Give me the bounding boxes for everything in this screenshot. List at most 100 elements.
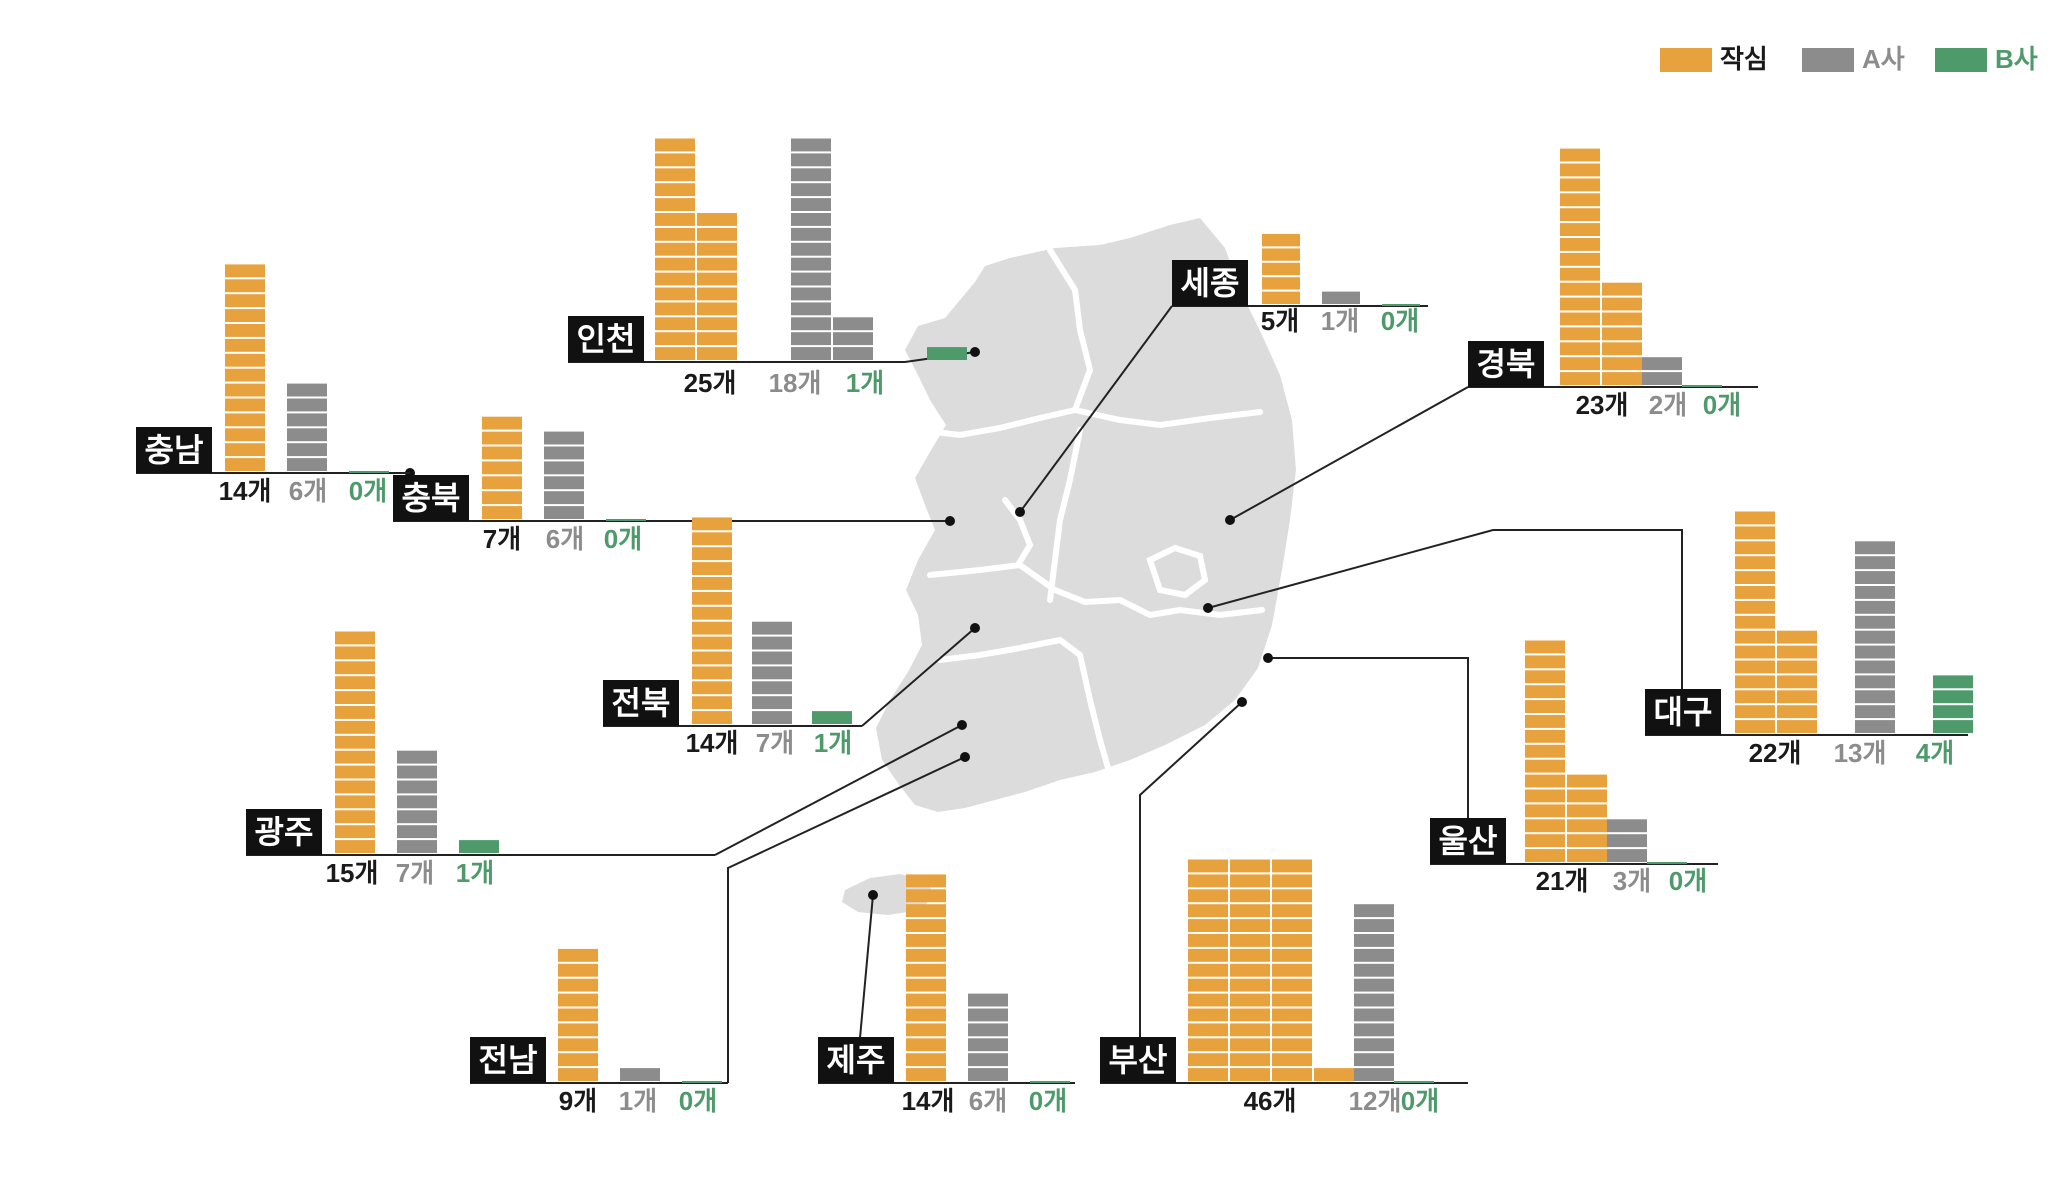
bar-cell-작심: [225, 324, 265, 337]
region-label-box: [393, 475, 469, 521]
bar-cell-A사: [1855, 586, 1895, 599]
region-panel: 인천 25개 18개 1개: [568, 138, 967, 398]
region-label: 대구: [1654, 694, 1713, 730]
region-panel: 충남 14개 6개 0개: [136, 264, 410, 506]
count-label-A사: 18개: [769, 368, 822, 398]
leader-line-전북: [861, 627, 976, 727]
region-label-box: [568, 316, 644, 362]
bar-cell-A사: [1354, 978, 1394, 992]
map-dot-전북: [970, 623, 980, 633]
bar-cell-작심: [482, 446, 522, 460]
bar-cell-작심: [1188, 1053, 1228, 1067]
bar-cell-작심: [1188, 1023, 1228, 1037]
bar-cell-작심: [1262, 291, 1300, 304]
bar-cell-A사: [397, 765, 437, 779]
bar-cell-A사: [1354, 934, 1394, 947]
bar-cell-작심: [1188, 919, 1228, 932]
count-label-A사: 1개: [619, 1086, 657, 1116]
bar-cell-작심: [1560, 252, 1600, 266]
bar-cell-작심: [558, 948, 598, 962]
bar-cell-작심: [1230, 993, 1270, 1007]
bar-cell-A사: [752, 681, 792, 695]
bar-cell-B사: [812, 711, 852, 724]
bar-cell-작심: [1560, 297, 1600, 311]
bar-cell-작심: [697, 272, 737, 286]
count-label-작심: 22개: [1749, 738, 1802, 768]
bar-cell-작심: [1525, 729, 1565, 743]
bar-cell-작심: [1602, 342, 1642, 356]
bar-cell-작심: [558, 993, 598, 1007]
bar-cell-작심: [1735, 556, 1775, 570]
count-label-작심: 14개: [902, 1086, 955, 1116]
bar-cell-작심: [1188, 948, 1228, 962]
bar-cell-작심: [692, 606, 732, 620]
count-label-A사: 6개: [969, 1086, 1007, 1116]
bar-cell-작심: [1560, 163, 1600, 177]
bar-cell-작심: [692, 562, 732, 575]
bar-cell-A사: [397, 750, 437, 764]
bar-cell-작심: [697, 227, 737, 241]
bar-cell-작심: [1272, 1053, 1312, 1067]
bar-cell-작심: [482, 416, 522, 430]
region-label: 부산: [1109, 1042, 1168, 1078]
count-label-A사: 2개: [1649, 390, 1687, 420]
bar-cell-작심: [482, 431, 522, 445]
bar-cell-작심: [1560, 238, 1600, 251]
bar-cell-작심: [1735, 571, 1775, 584]
border-gyeongbuk-gyeongnam: [1082, 596, 1265, 619]
leader-line-광주: [714, 724, 963, 856]
bar-cell-A사: [1642, 357, 1682, 371]
bar-cell-작심: [655, 183, 695, 197]
bar-cell-작심: [1560, 312, 1600, 326]
bar-cell-작심: [1230, 889, 1270, 903]
bar-cell-작심: [692, 532, 732, 546]
bar-cell-A사: [1354, 1008, 1394, 1022]
bar-cell-작심: [692, 547, 732, 561]
bar-cell-작심: [225, 398, 265, 412]
bar-cell-A사: [1354, 1038, 1394, 1052]
bar-cell-A사: [791, 138, 831, 152]
bar-cell-작심: [692, 681, 732, 695]
region-label-box: [603, 680, 679, 726]
bar-cell-A사: [287, 383, 327, 397]
bar-cell-작심: [225, 413, 265, 427]
bar-cell-A사: [791, 198, 831, 211]
map-dot-울산: [1263, 653, 1273, 663]
korea-mainland-shape: [876, 218, 1296, 812]
bar-cell-작심: [697, 302, 737, 316]
bar-cell-A사: [287, 443, 327, 457]
bar-cell-작심: [692, 517, 732, 531]
bar-cell-B사: [1933, 720, 1973, 733]
map-dot-부산: [1237, 697, 1247, 707]
bar-cell-작심: [1602, 282, 1642, 296]
bar-cell-작심: [1188, 934, 1228, 947]
border-sejong-daejeon: [1002, 497, 1034, 568]
bar-cell-작심: [906, 1038, 946, 1052]
region-label-box: [1645, 689, 1721, 735]
bar-cell-A사: [544, 461, 584, 475]
bar-cell-A사: [1855, 690, 1895, 704]
bar-cell-작심: [335, 750, 375, 764]
bar-cell-작심: [697, 332, 737, 346]
bar-cell-A사: [397, 825, 437, 839]
count-label-작심: 46개: [1244, 1086, 1297, 1116]
bar-cell-작심: [335, 646, 375, 660]
count-label-B사: 1개: [456, 858, 494, 888]
bar-cell-작심: [1188, 874, 1228, 888]
bar-cell-작심: [335, 720, 375, 734]
region-label: 울산: [1439, 823, 1498, 859]
bar-cell-작심: [906, 1023, 946, 1037]
bar-cell-작심: [655, 213, 695, 226]
count-label-작심: 5개: [1261, 306, 1299, 336]
bar-cell-작심: [1735, 690, 1775, 704]
bar-cell-A사: [1855, 630, 1895, 644]
bar-cell-작심: [1230, 978, 1270, 992]
bar-cell-작심: [225, 309, 265, 322]
bar-cell-작심: [335, 661, 375, 675]
bar-cell-작심: [692, 636, 732, 650]
count-label-작심: 14개: [686, 728, 739, 758]
bar-cell-A사: [1354, 948, 1394, 962]
legend-swatch: [1660, 48, 1712, 72]
bar-cell-A사: [1322, 291, 1360, 304]
bar-cell-A사: [791, 302, 831, 316]
